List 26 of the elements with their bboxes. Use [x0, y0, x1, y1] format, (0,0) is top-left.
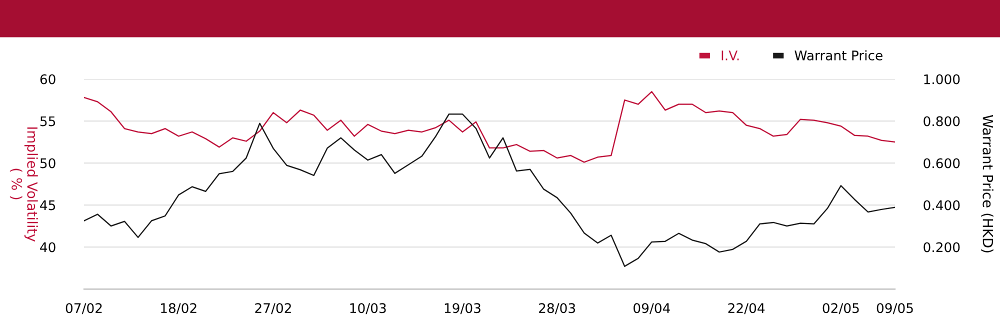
- x-tick-label: 09/04: [634, 303, 670, 314]
- y-axis-title: Implied Volatility ( % ): [10, 127, 38, 242]
- line-series: [84, 113, 895, 267]
- x-tick-label: 27/02: [255, 303, 291, 314]
- y-tick-label: 50: [40, 158, 56, 168]
- y2-tick-label: 0.800: [924, 116, 960, 126]
- x-tick-label: 07/02: [66, 303, 102, 314]
- x-tick-label: 10/03: [350, 303, 386, 314]
- x-tick-label: 09/05: [876, 303, 913, 314]
- x-tick-label: 28/03: [539, 303, 576, 314]
- y2-tick-label: 0.400: [924, 200, 960, 210]
- x-tick-label: 02/05: [822, 303, 859, 314]
- line-series: [84, 91, 895, 163]
- y-tick-label: 55: [40, 116, 56, 126]
- legend-label: I.V.: [722, 50, 739, 60]
- x-tick-label: 18/02: [161, 303, 196, 314]
- legend-label: Warrant Price: [794, 50, 882, 60]
- y-tick-label: 45: [40, 200, 56, 210]
- y2-axis-title: Warrant Price (HKD): [981, 114, 994, 252]
- x-tick-label: 22/04: [728, 303, 765, 314]
- y2-tick-label: 1.000: [924, 74, 960, 84]
- y-tick-label: 40: [40, 242, 56, 252]
- y-tick-label: 60: [40, 74, 56, 84]
- y2-tick-label: 0.200: [924, 242, 960, 252]
- x-tick-label: 19/03: [444, 303, 480, 314]
- y2-tick-label: 0.600: [924, 158, 960, 168]
